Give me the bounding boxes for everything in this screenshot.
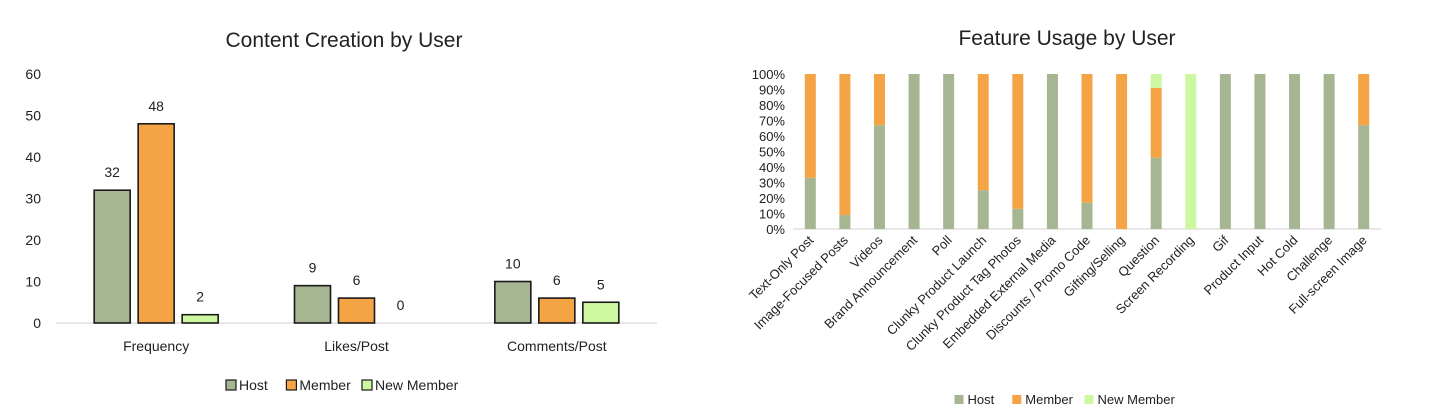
c1-data-label-member-frequency: 48 <box>148 98 164 114</box>
c2-y-tick-label: 30% <box>759 176 785 191</box>
c1-bar-new-member-frequency <box>181 313 219 324</box>
c2-legend-label-new-member: New Member <box>1098 392 1176 407</box>
c2-bar-host-clunky-product-launch <box>977 190 989 229</box>
c1-legend-label-member: Member <box>299 377 351 393</box>
c2-legend-swatch-member <box>1012 395 1022 404</box>
c2-bar-member-image-focused-posts <box>839 74 851 216</box>
c2-y-tick-label: 40% <box>759 160 785 175</box>
c2-y-tick-label: 60% <box>759 129 785 144</box>
c1-bar-new-member-comments-post <box>582 301 620 324</box>
c1-y-tick-label: 10 <box>25 274 41 290</box>
c2-bar-host-text-only-post <box>804 177 816 229</box>
c1-y-tick-label: 40 <box>25 149 41 165</box>
c2-bar-host-full-screen-image <box>1358 125 1370 229</box>
c1-legend-swatch-host <box>225 379 237 391</box>
c1-legend-label-host: Host <box>239 377 268 393</box>
c1-legend-swatch-new-member <box>361 379 373 391</box>
c2-bar-member-full-screen-image <box>1358 74 1370 126</box>
c2-bar-host-poll <box>943 74 955 229</box>
c2-bar-member-discounts-promo-code <box>1081 74 1093 203</box>
c2-legend-swatch-new-member <box>1084 395 1094 404</box>
c2-bar-host-product-input <box>1254 74 1266 229</box>
c2-bar-host-clunky-product-tag-photos <box>1012 208 1024 229</box>
c1-bar-member-comments-post <box>538 297 576 324</box>
c1-data-label-new-member-frequency: 2 <box>196 289 204 305</box>
c2-y-tick-label: 90% <box>759 83 785 98</box>
c2-bar-host-embedded-external-media <box>1046 74 1058 229</box>
c1-y-tick-label: 0 <box>33 315 41 331</box>
c2-bar-host-challenge <box>1323 74 1335 229</box>
c2-y-tick-label: 70% <box>759 114 785 129</box>
c2-bar-member-clunky-product-launch <box>977 74 989 191</box>
c2-y-tick-label: 100% <box>752 67 786 82</box>
c1-legend-swatch-member <box>285 379 297 391</box>
c2-y-tick-label: 10% <box>759 207 785 222</box>
c2-bar-host-gif <box>1219 74 1231 229</box>
c1-data-label-new-member-comments-post: 5 <box>597 276 605 292</box>
c2-legend-label-member: Member <box>1025 392 1073 407</box>
chart2-title: Feature Usage by User <box>958 27 1175 50</box>
c2-bar-member-clunky-product-tag-photos <box>1012 74 1024 209</box>
c2-bar-host-image-focused-posts <box>839 215 851 229</box>
c1-y-tick-label: 20 <box>25 232 41 248</box>
c1-data-label-member-comments-post: 6 <box>553 272 561 288</box>
c1-bar-host-comments-post <box>494 280 532 324</box>
c2-y-tick-label: 50% <box>759 145 785 160</box>
c1-bar-host-frequency <box>93 189 131 324</box>
c1-category-label-likes-post: Likes/Post <box>324 338 389 354</box>
c1-data-label-new-member-likes-post: 0 <box>397 297 405 313</box>
c1-legend-label-new-member: New Member <box>375 377 459 393</box>
c2-bar-member-videos <box>873 74 885 126</box>
c2-bar-new-member-question <box>1150 74 1162 88</box>
c1-bar-host-likes-post <box>293 284 332 324</box>
c1-y-tick-label: 60 <box>25 66 41 82</box>
c1-bar-member-likes-post <box>337 297 376 324</box>
c2-bar-member-question <box>1150 87 1162 158</box>
c2-bar-host-hot-cold <box>1289 74 1301 229</box>
feature-usage-chart: Feature Usage by User 0%10%20%30%40%50%6… <box>746 27 1381 407</box>
c2-bar-host-discounts-promo-code <box>1081 202 1093 229</box>
c1-category-label-frequency: Frequency <box>123 338 189 354</box>
c2-legend-swatch-host <box>954 395 964 404</box>
c2-bar-host-question <box>1150 157 1162 229</box>
c1-y-tick-label: 30 <box>25 191 41 207</box>
c2-bar-member-gifting-selling <box>1116 74 1128 229</box>
c1-category-label-comments-post: Comments/Post <box>507 338 607 354</box>
c2-category-label-gif: Gif <box>1209 232 1232 255</box>
c2-legend-label-host: Host <box>968 392 995 407</box>
c2-category-label-poll: Poll <box>929 232 955 258</box>
c2-y-tick-label: 80% <box>759 98 785 113</box>
c1-bar-member-frequency <box>137 123 175 324</box>
c2-y-tick-label: 0% <box>766 222 785 237</box>
c2-y-tick-label: 20% <box>759 191 785 206</box>
content-creation-chart: Content Creation by User 0102030405060Fr… <box>25 29 657 393</box>
c2-bar-host-videos <box>873 125 885 229</box>
c1-y-tick-label: 50 <box>25 108 41 124</box>
c2-bar-new-member-screen-recording <box>1185 74 1197 229</box>
c1-data-label-member-likes-post: 6 <box>353 272 361 288</box>
chart1-title: Content Creation by User <box>226 29 463 52</box>
c1-data-label-host-likes-post: 9 <box>309 260 317 276</box>
c2-bar-host-brand-announcement <box>908 74 920 229</box>
c1-data-label-host-comments-post: 10 <box>505 256 521 272</box>
c2-bar-member-text-only-post <box>804 74 816 178</box>
c1-data-label-host-frequency: 32 <box>104 164 120 180</box>
